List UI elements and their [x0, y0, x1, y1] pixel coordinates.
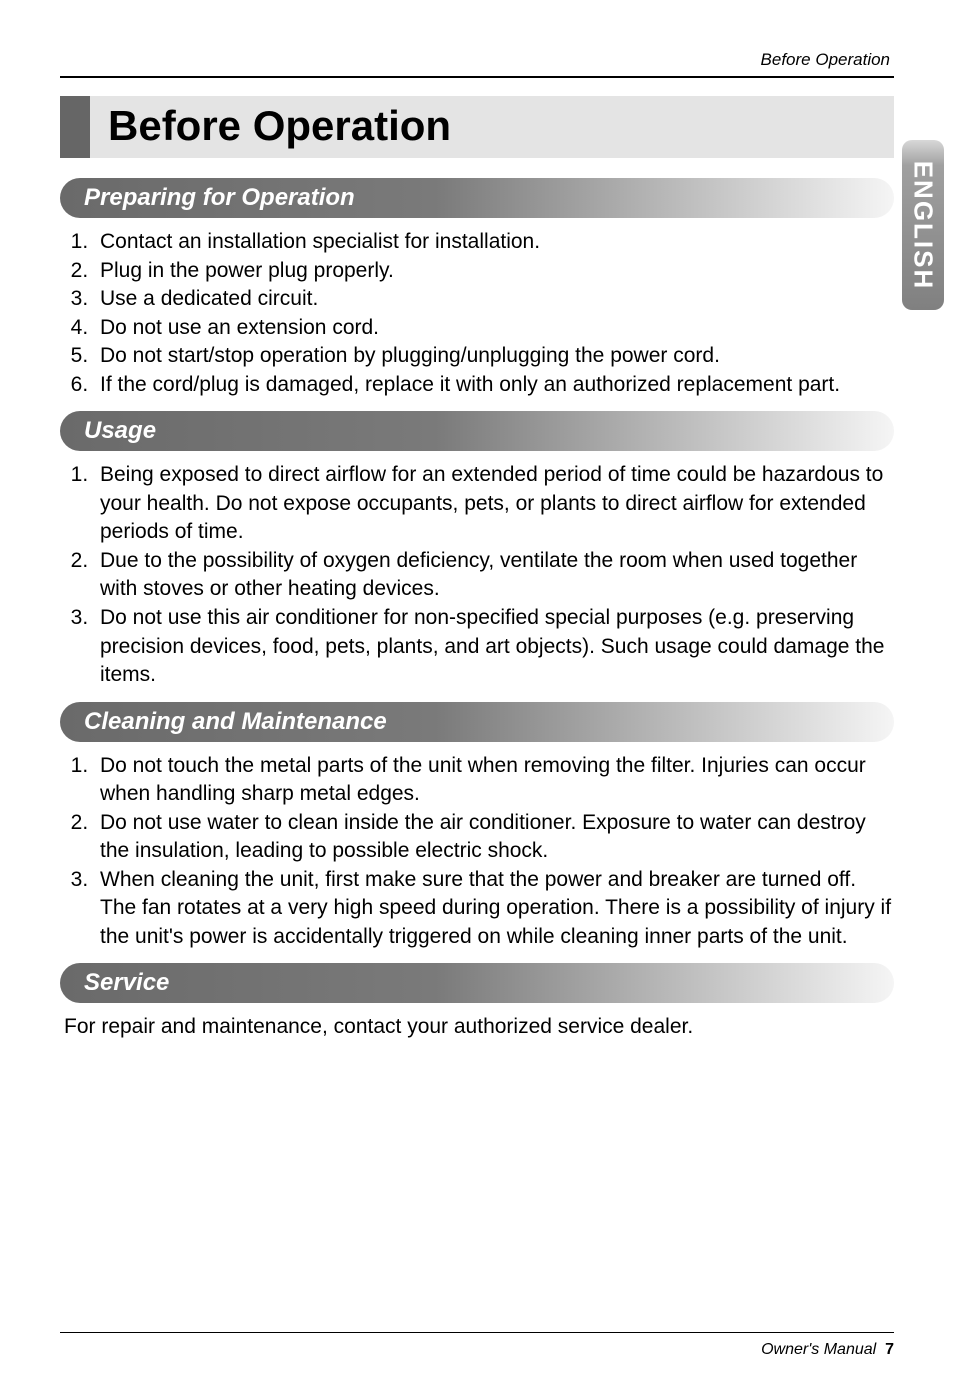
header-rule — [60, 76, 894, 78]
list-item: Do not touch the metal parts of the unit… — [94, 752, 894, 809]
list-item: Do not use water to clean inside the air… — [94, 809, 894, 866]
list-item: Being exposed to direct airflow for an e… — [94, 461, 894, 547]
list-item: Contact an installation specialist for i… — [94, 228, 894, 257]
usage-list: Being exposed to direct airflow for an e… — [60, 461, 894, 689]
section-heading: Service — [84, 969, 169, 997]
footer-page-number: 7 — [885, 1341, 894, 1358]
footer-text: Owner's Manual 7 — [60, 1341, 894, 1359]
preparing-list: Contact an installation specialist for i… — [60, 228, 894, 399]
list-item: Use a dedicated circuit. — [94, 285, 894, 314]
language-tab-label: ENGLISH — [908, 160, 939, 290]
footer-label: Owner's Manual — [761, 1341, 876, 1358]
footer-rule — [60, 1332, 894, 1333]
section-heading: Preparing for Operation — [84, 184, 355, 212]
running-header: Before Operation — [60, 50, 894, 70]
list-item: Do not start/stop operation by plugging/… — [94, 342, 894, 371]
page-title: Before Operation — [90, 96, 469, 158]
section-header-usage: Usage — [60, 411, 894, 451]
page-title-row: Before Operation — [60, 96, 894, 158]
list-item: Due to the possibility of oxygen deficie… — [94, 547, 894, 604]
list-item: Do not use an extension cord. — [94, 314, 894, 343]
language-tab: ENGLISH — [902, 140, 944, 310]
page-footer: Owner's Manual 7 — [60, 1332, 894, 1359]
cleaning-list: Do not touch the metal parts of the unit… — [60, 752, 894, 952]
list-item: Do not use this air conditioner for non-… — [94, 604, 894, 690]
list-item: When cleaning the unit, first make sure … — [94, 866, 894, 952]
section-header-cleaning: Cleaning and Maintenance — [60, 702, 894, 742]
section-heading: Cleaning and Maintenance — [84, 708, 387, 736]
section-header-service: Service — [60, 963, 894, 1003]
service-body: For repair and maintenance, contact your… — [60, 1013, 894, 1042]
title-accent-block — [60, 96, 90, 158]
section-heading: Usage — [84, 417, 156, 445]
section-header-preparing: Preparing for Operation — [60, 178, 894, 218]
list-item: Plug in the power plug properly. — [94, 257, 894, 286]
list-item: If the cord/plug is damaged, replace it … — [94, 371, 894, 400]
